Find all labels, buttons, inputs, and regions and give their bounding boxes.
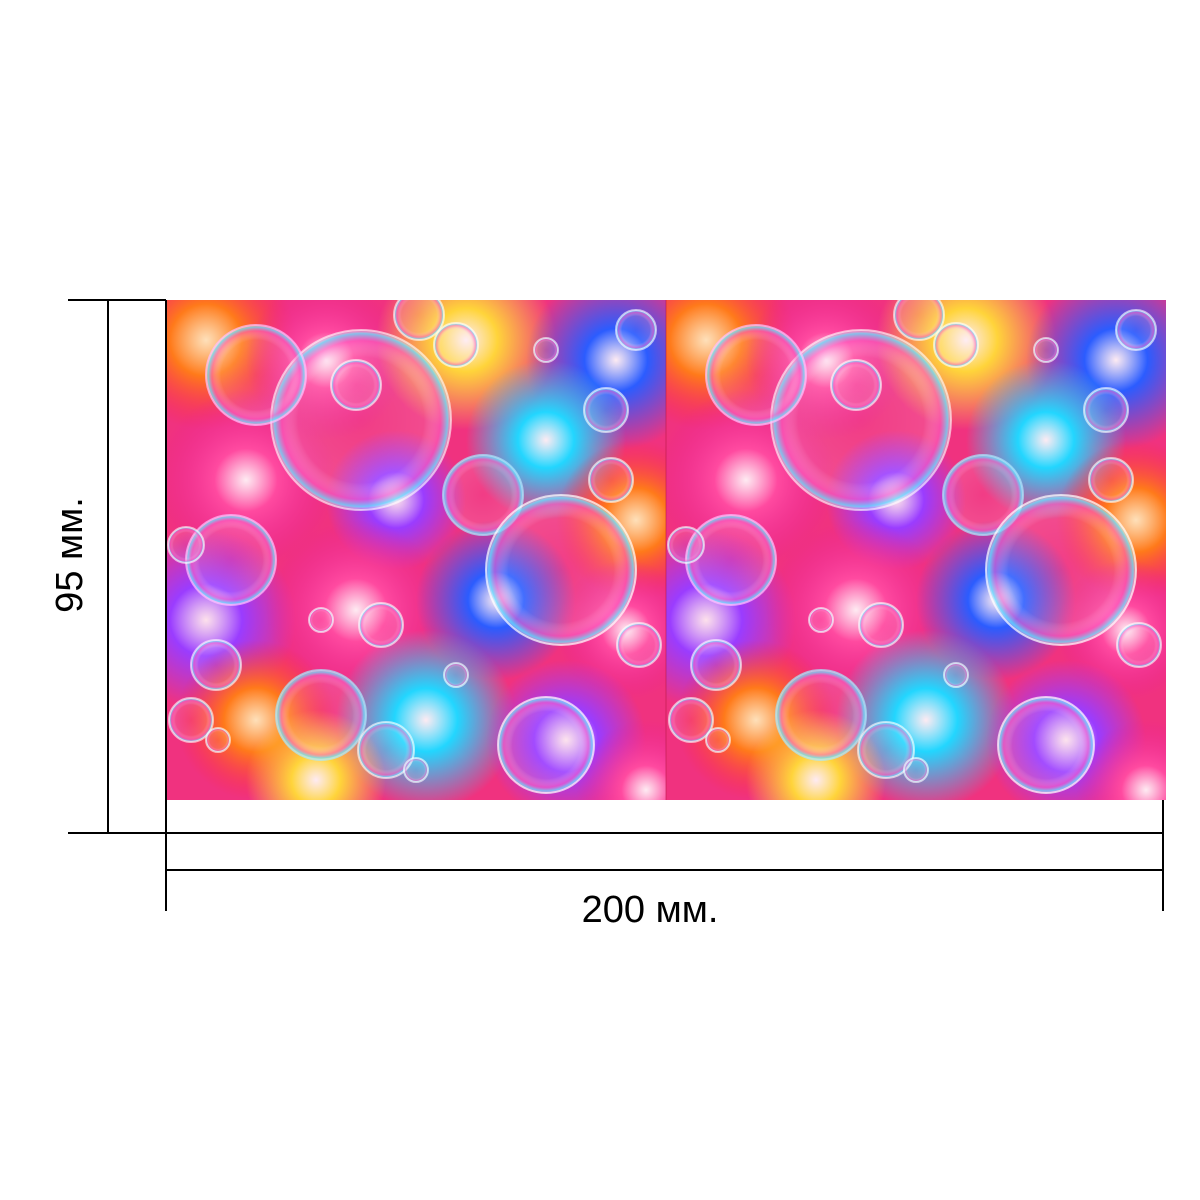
height-label: 95 мм. <box>49 497 91 613</box>
height-dimension <box>68 299 167 834</box>
pattern-panel-left <box>116 250 716 860</box>
width-dimension <box>165 800 1164 911</box>
pattern-panel-right <box>616 250 1200 860</box>
width-label: 200 мм. <box>582 889 719 931</box>
